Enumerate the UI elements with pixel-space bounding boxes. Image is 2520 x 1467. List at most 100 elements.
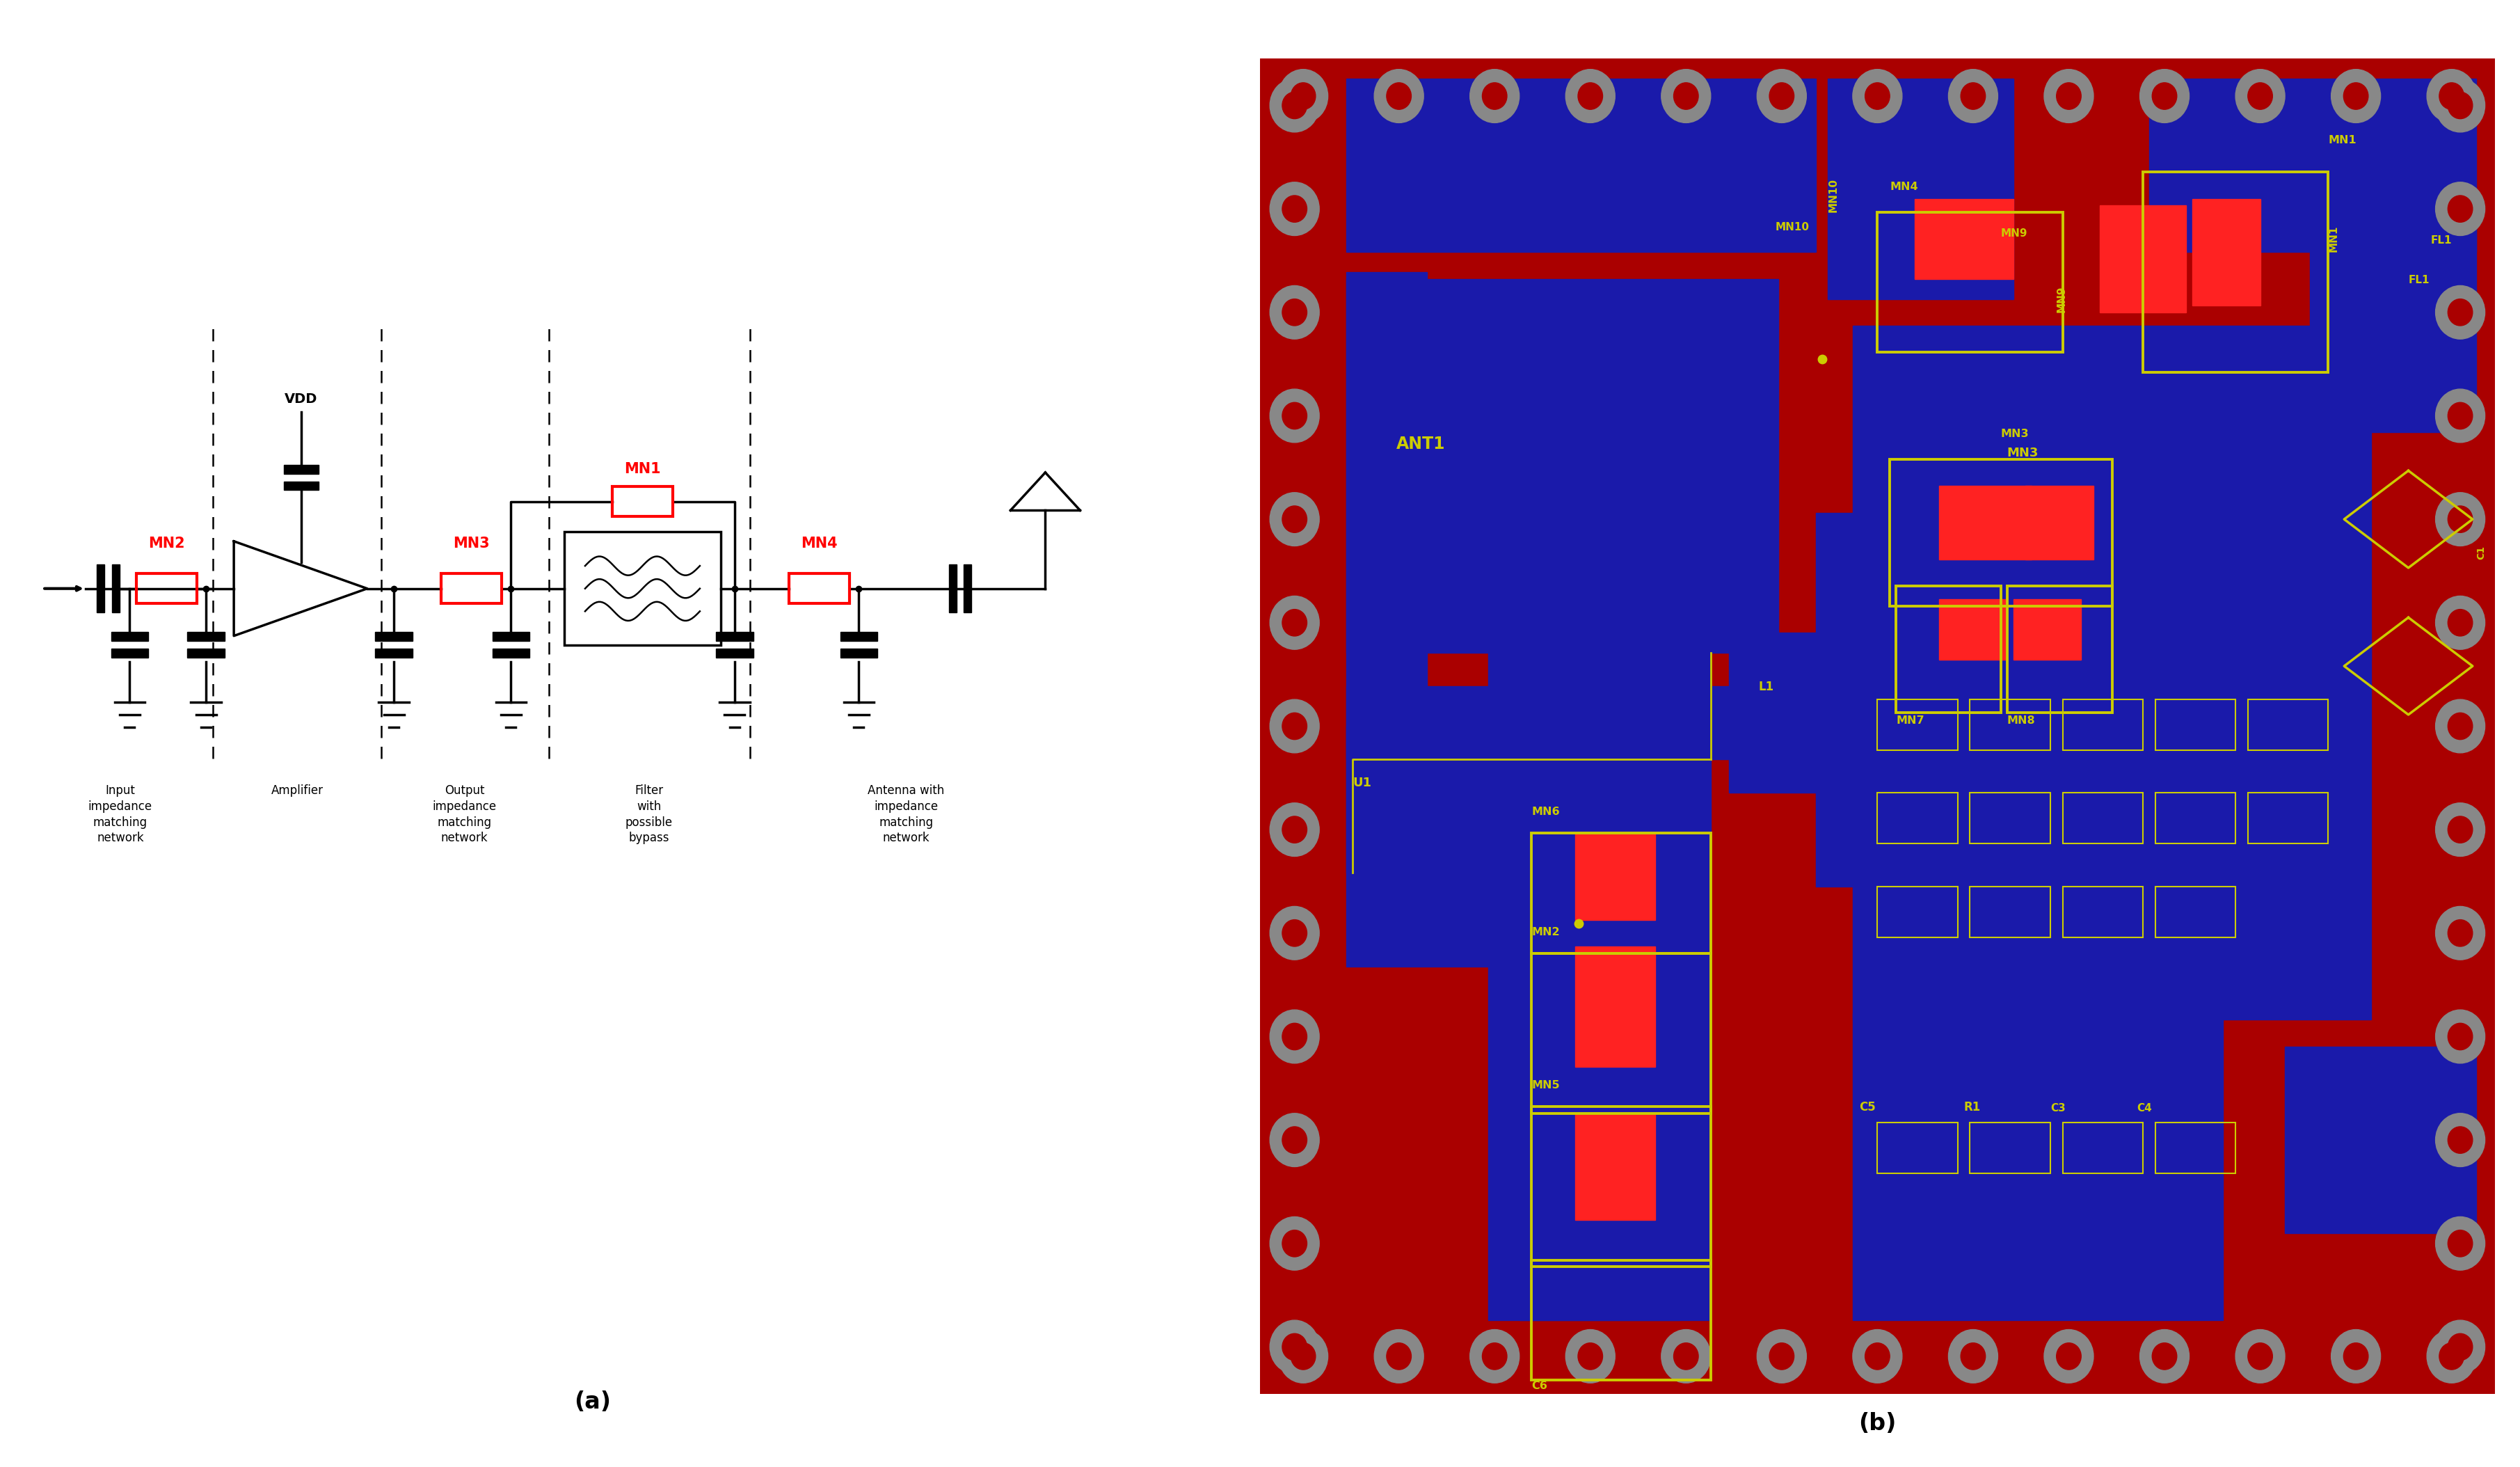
Text: C3: C3: [2051, 1103, 2066, 1113]
Bar: [2155, 886, 2235, 937]
Circle shape: [2152, 1342, 2177, 1370]
Bar: [2248, 792, 2328, 844]
Circle shape: [1278, 1329, 1328, 1383]
Circle shape: [1756, 1329, 1807, 1383]
Circle shape: [2248, 82, 2273, 110]
Circle shape: [2434, 1113, 2485, 1166]
Bar: [1877, 213, 2064, 352]
Text: VDD: VDD: [285, 392, 318, 405]
Circle shape: [2447, 1127, 2472, 1153]
Bar: [963, 565, 970, 613]
Bar: [375, 632, 413, 641]
Bar: [1852, 1014, 2223, 1320]
Text: MN6: MN6: [1532, 807, 1560, 817]
Circle shape: [1578, 82, 1603, 110]
Bar: [1940, 600, 2006, 659]
Text: MN3: MN3: [2006, 446, 2039, 459]
Bar: [1575, 946, 1656, 1067]
Circle shape: [2447, 713, 2472, 739]
Circle shape: [2434, 493, 2485, 546]
Circle shape: [2427, 1329, 2477, 1383]
Circle shape: [1482, 1342, 1507, 1370]
Text: MN4: MN4: [1890, 182, 1918, 192]
Circle shape: [1673, 82, 1698, 110]
Circle shape: [2439, 82, 2465, 110]
Bar: [1346, 726, 1567, 967]
Circle shape: [1283, 609, 1308, 637]
Circle shape: [1482, 82, 1507, 110]
Text: MN3: MN3: [2001, 428, 2029, 439]
Circle shape: [1270, 1216, 1320, 1270]
Circle shape: [1661, 1329, 1711, 1383]
Bar: [1346, 279, 1779, 653]
Bar: [1890, 459, 2112, 606]
Circle shape: [1961, 1342, 1986, 1370]
Circle shape: [2447, 1334, 2472, 1360]
Circle shape: [1270, 1009, 1320, 1064]
Bar: [1729, 632, 1950, 792]
Circle shape: [2434, 907, 2485, 959]
Text: MN9: MN9: [2001, 229, 2029, 239]
Bar: [716, 632, 753, 641]
Text: (a): (a): [575, 1391, 610, 1413]
Text: C5: C5: [1860, 1100, 1875, 1113]
Circle shape: [1270, 389, 1320, 443]
Bar: [1532, 954, 1711, 1113]
Text: MN8: MN8: [2006, 716, 2036, 726]
Circle shape: [2434, 802, 2485, 857]
Bar: [1532, 833, 1711, 954]
Text: C4: C4: [2137, 1103, 2152, 1113]
Text: Output
impedance
matching
network: Output impedance matching network: [433, 783, 496, 845]
Bar: [441, 574, 501, 604]
Circle shape: [1948, 1329, 1998, 1383]
Bar: [1532, 1260, 1711, 1380]
Bar: [1971, 700, 2051, 750]
Circle shape: [1469, 69, 1520, 123]
Circle shape: [2152, 82, 2177, 110]
Circle shape: [2447, 1231, 2472, 1257]
Text: MN1: MN1: [625, 462, 660, 477]
Circle shape: [2427, 69, 2477, 123]
Circle shape: [1270, 286, 1320, 339]
Bar: [111, 565, 118, 613]
Circle shape: [2447, 609, 2472, 637]
Bar: [2150, 79, 2477, 252]
Circle shape: [1865, 82, 1890, 110]
Circle shape: [2434, 79, 2485, 132]
Text: U1: U1: [1353, 776, 1371, 789]
Circle shape: [1270, 907, 1320, 959]
Text: MN1: MN1: [2328, 135, 2356, 145]
Circle shape: [1278, 69, 1328, 123]
Circle shape: [1961, 82, 1986, 110]
Circle shape: [1948, 69, 1998, 123]
Bar: [491, 632, 529, 641]
Circle shape: [1270, 802, 1320, 857]
Circle shape: [1270, 1113, 1320, 1166]
Bar: [1877, 1122, 1958, 1174]
Text: C6: C6: [1532, 1380, 1547, 1391]
Circle shape: [2248, 1342, 2273, 1370]
Bar: [2064, 1122, 2142, 1174]
Bar: [1971, 792, 2051, 844]
Circle shape: [1852, 69, 1903, 123]
Bar: [1346, 687, 1903, 760]
Bar: [111, 648, 149, 657]
Bar: [1575, 833, 1656, 920]
Circle shape: [1283, 816, 1308, 844]
Circle shape: [1283, 713, 1308, 739]
Circle shape: [1865, 1342, 1890, 1370]
Circle shape: [1852, 1329, 1903, 1383]
Bar: [2192, 200, 2260, 305]
Circle shape: [1386, 82, 1411, 110]
Circle shape: [2139, 69, 2190, 123]
Bar: [111, 632, 149, 641]
Bar: [2155, 1122, 2235, 1174]
Bar: [2142, 172, 2328, 373]
Circle shape: [1756, 69, 1807, 123]
Circle shape: [1673, 1342, 1698, 1370]
Text: MN1: MN1: [2328, 226, 2339, 252]
Bar: [2064, 792, 2142, 844]
Text: MN9: MN9: [2056, 286, 2066, 312]
Circle shape: [1270, 493, 1320, 546]
Bar: [564, 531, 721, 645]
